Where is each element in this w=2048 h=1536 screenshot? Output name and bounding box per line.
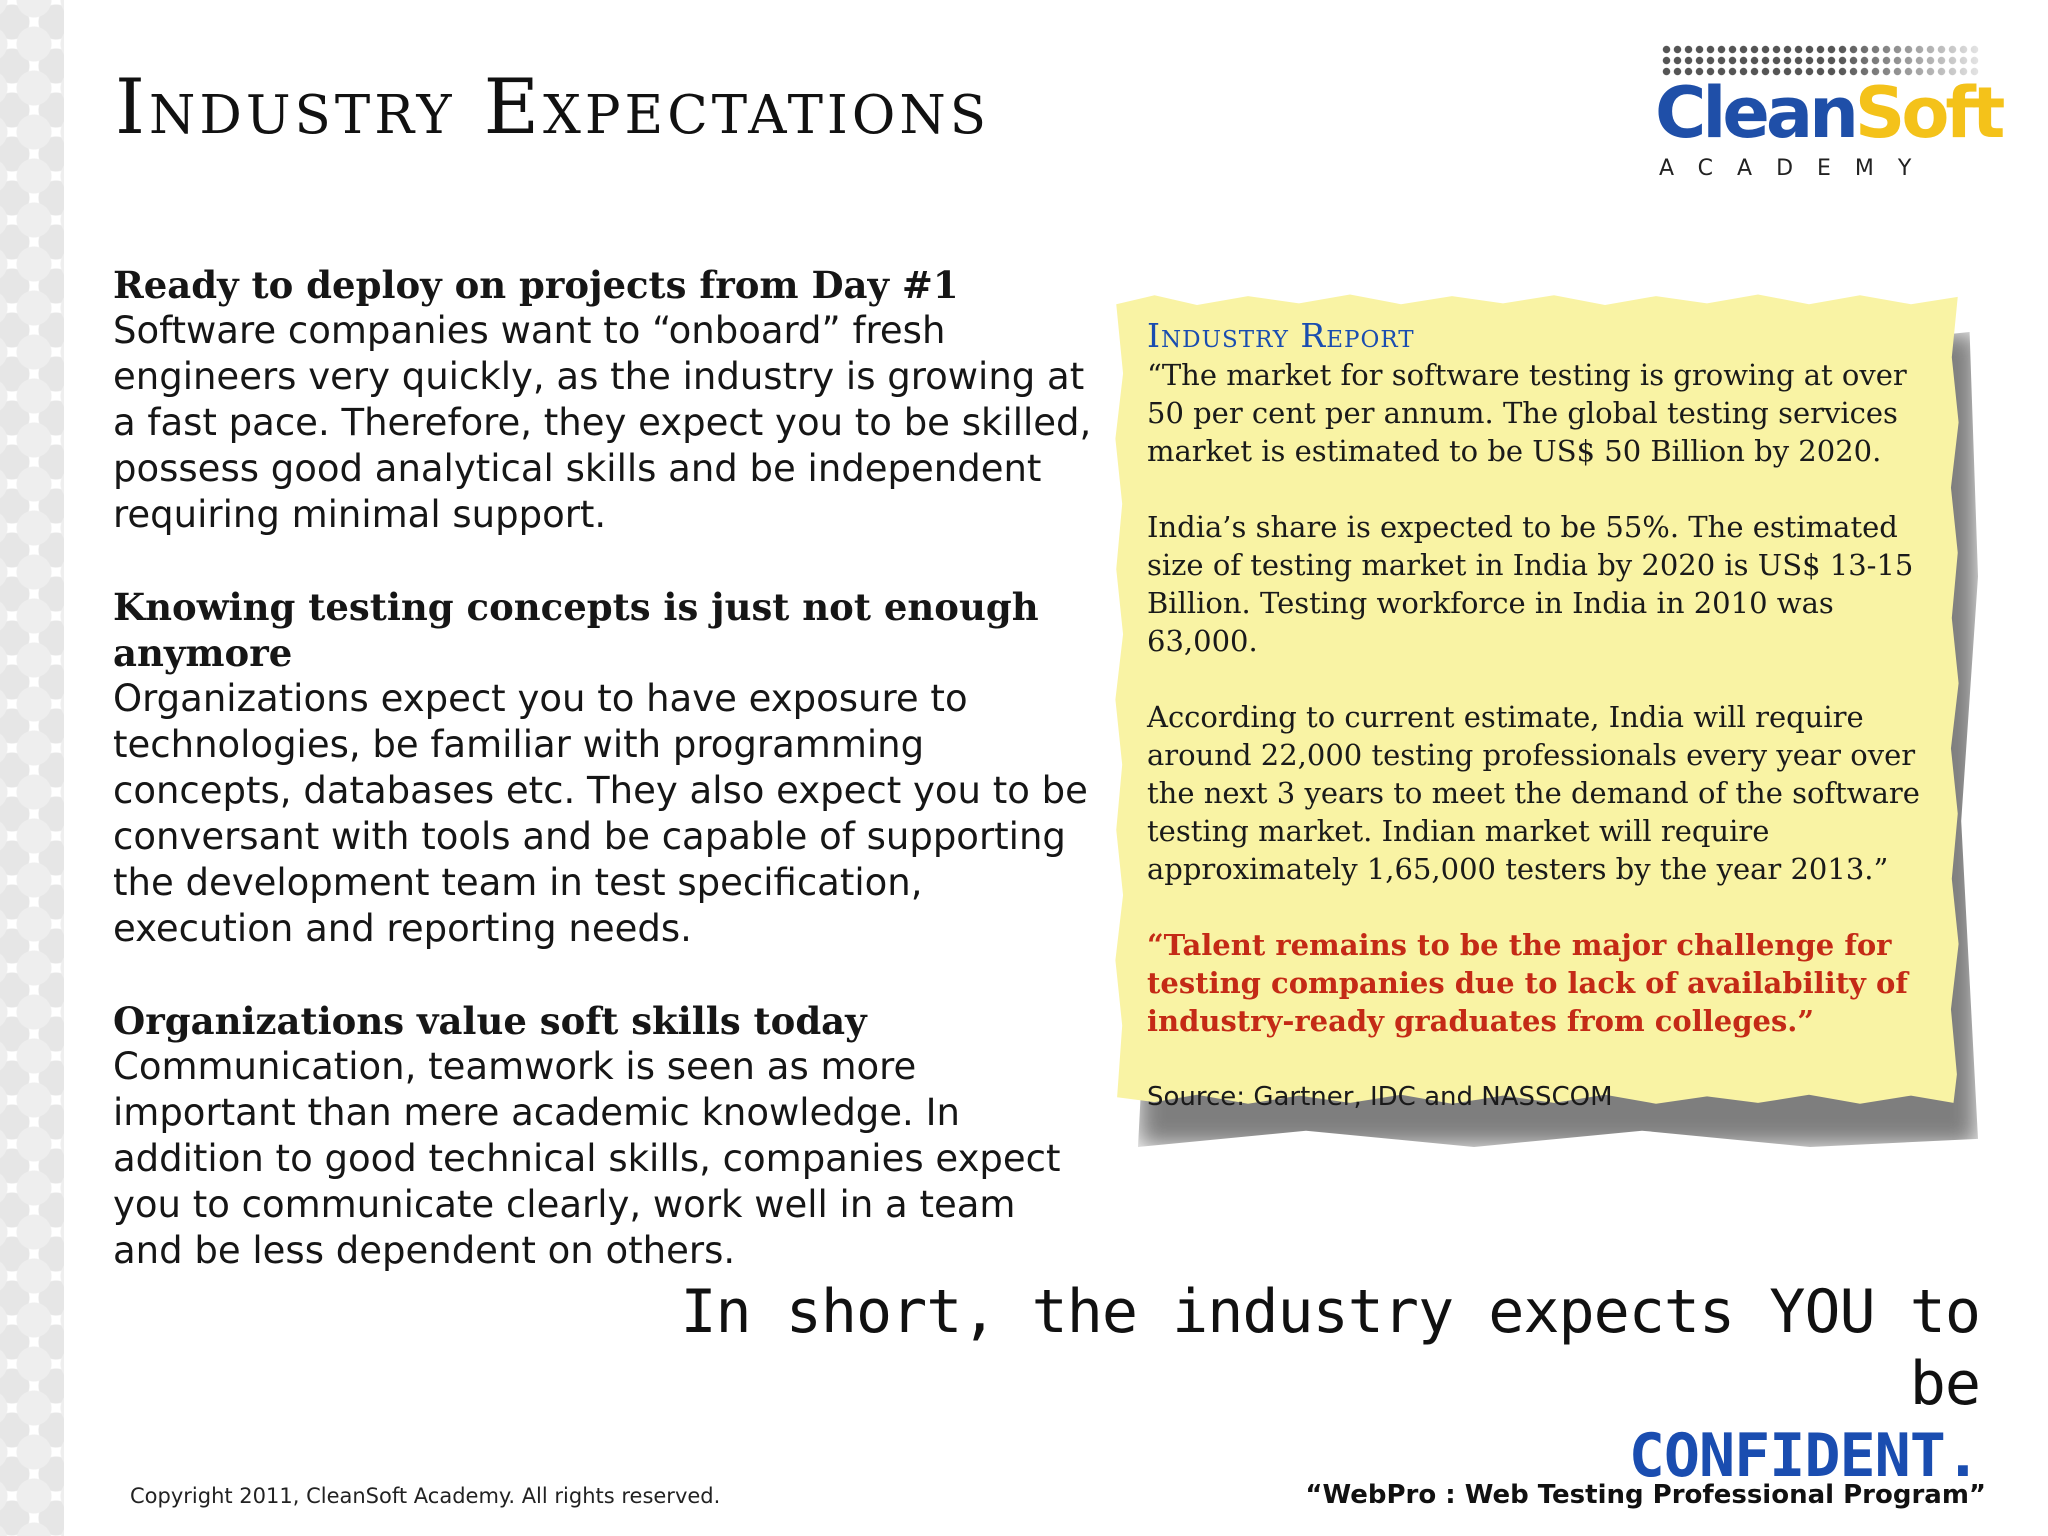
cleansoft-logo: CleanSoft ACADEMY xyxy=(1655,44,2005,184)
section-body: Communication, teamwork is seen as more … xyxy=(113,1045,1061,1272)
section-soft-skills: Organizations value soft skills today Co… xyxy=(113,998,1093,1274)
section-heading: Organizations value soft skills today xyxy=(113,999,867,1043)
copyright-footer: Copyright 2011, CleanSoft Academy. All r… xyxy=(130,1484,721,1508)
report-quote: “Talent remains to be the major challeng… xyxy=(1147,928,1908,1038)
section-body: Software companies want to “onboard” fre… xyxy=(113,309,1092,536)
statement-emphasis: CONFIDENT. xyxy=(1628,1421,1981,1491)
logo-word-clean: Clean xyxy=(1655,72,1859,154)
report-source: Source: Gartner, IDC and NASSCOM xyxy=(1147,1082,1613,1112)
section-heading: Knowing testing concepts is just not eno… xyxy=(113,585,1039,675)
note-paper xyxy=(1115,294,1959,1104)
logo-dot-grid xyxy=(1661,44,1981,78)
section-heading: Ready to deploy on projects from Day #1 xyxy=(113,263,959,307)
program-footer: “WebPro : Web Testing Professional Progr… xyxy=(1305,1480,1986,1510)
logo-word-soft: Soft xyxy=(1854,72,2005,154)
industry-report-note: Industry Report “The market for software… xyxy=(1112,292,1982,1162)
logo-wordmark: CleanSoft xyxy=(1655,78,2005,148)
section-body: Organizations expect you to have exposur… xyxy=(113,677,1088,950)
report-paragraph: India’s share is expected to be 55%. The… xyxy=(1147,510,1914,658)
logo-subtitle: ACADEMY xyxy=(1659,156,1936,181)
dot-pattern-decoration-offset xyxy=(0,0,64,1536)
report-title: Industry Report xyxy=(1147,316,1415,355)
section-ready-to-deploy: Ready to deploy on projects from Day #1 … xyxy=(113,262,1093,538)
page-title: Industry Expectations xyxy=(115,62,990,151)
section-testing-concepts: Knowing testing concepts is just not eno… xyxy=(113,584,1093,952)
expectations-column: Ready to deploy on projects from Day #1 … xyxy=(113,262,1093,1320)
report-paragraph: “The market for software testing is grow… xyxy=(1147,358,1907,468)
closing-statement: In short, the industry expects YOU to be… xyxy=(680,1276,1981,1492)
note-content: Industry Report “The market for software… xyxy=(1147,316,1947,1116)
statement-line: In short, the industry expects YOU to be xyxy=(680,1277,1981,1419)
report-paragraph: According to current estimate, India wil… xyxy=(1147,700,1920,886)
